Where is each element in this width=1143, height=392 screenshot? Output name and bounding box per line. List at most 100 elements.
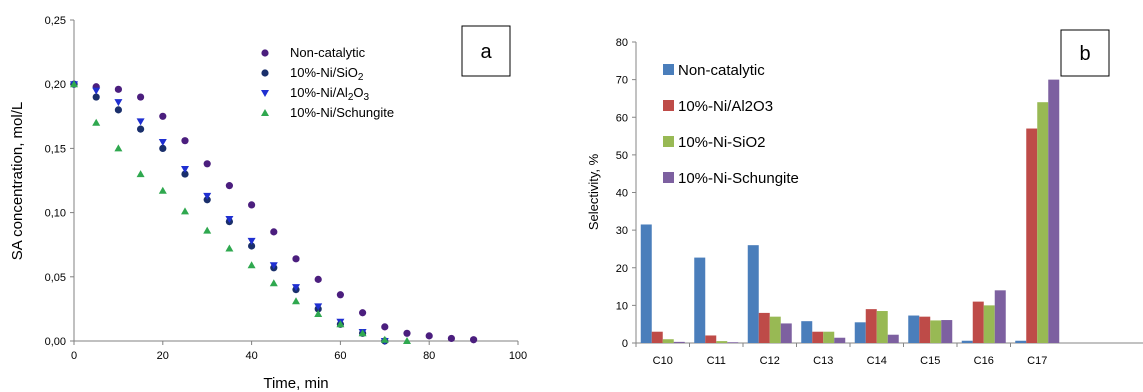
data-point xyxy=(292,284,300,292)
x-category-label: C11 xyxy=(707,355,726,367)
data-point xyxy=(314,275,322,283)
legend-swatch xyxy=(663,136,674,147)
series-1 xyxy=(70,80,389,345)
data-point xyxy=(70,80,78,88)
y-tick-label: 60 xyxy=(616,112,628,124)
x-category-label: C13 xyxy=(813,355,833,367)
y-tick-label: 30 xyxy=(616,225,628,237)
bar xyxy=(694,257,706,343)
y-axis-label-b: Selectivity, % xyxy=(586,153,601,230)
x-axis-label-a: Time, min xyxy=(263,375,328,392)
legend-label: 10%-Ni/Al2O3 xyxy=(290,85,370,103)
bar xyxy=(865,309,877,343)
data-point xyxy=(225,182,233,190)
legend-swatch xyxy=(663,172,674,183)
y-tick-label: 0,20 xyxy=(45,79,66,91)
data-point xyxy=(181,137,189,145)
data-point xyxy=(358,329,367,337)
y-tick-label: 0,15 xyxy=(45,143,66,155)
x-category-label: C12 xyxy=(760,355,780,367)
panel-label-box-b xyxy=(1060,29,1110,77)
data-point xyxy=(203,192,212,200)
x-tick-label: 20 xyxy=(157,350,169,362)
y-tick-label: 80 xyxy=(616,37,628,49)
y-axis-ticks-b: 0 10 20 30 40 50 60 70 80 xyxy=(616,37,636,350)
bar xyxy=(919,316,931,343)
legend-marker xyxy=(261,109,269,116)
y-axis-ticks-a: 0,00 0,05 0,10 0,15 0,20 0,25 xyxy=(45,15,74,348)
data-point xyxy=(247,261,256,269)
legend-label: 10%-Ni/Schungite xyxy=(290,105,394,120)
legend-label: Non-catalytic xyxy=(290,45,366,60)
data-point xyxy=(92,87,101,95)
data-point xyxy=(269,279,278,287)
data-point xyxy=(248,242,256,250)
data-point xyxy=(114,85,122,93)
data-point xyxy=(403,337,411,344)
legend-item: 10%-Ni/SiO2 xyxy=(261,65,364,83)
bar xyxy=(662,339,674,343)
data-point xyxy=(270,228,278,236)
y-tick-label: 50 xyxy=(616,150,628,162)
data-point xyxy=(314,310,323,318)
data-point xyxy=(136,118,145,126)
y-tick-label: 70 xyxy=(616,75,628,87)
scatter-chart-panel: 0 20 40 60 80 100 0,00 0,05 0,10 0,15 0,20 0,25 Ti… xyxy=(9,15,527,392)
data-point xyxy=(137,125,145,133)
data-point xyxy=(92,118,101,126)
bar xyxy=(651,331,663,343)
y-tick-label: 0 xyxy=(622,338,628,350)
data-point xyxy=(136,170,145,178)
data-point xyxy=(114,99,123,107)
data-point xyxy=(248,201,256,209)
legend-label: Non-catalytic xyxy=(678,62,765,79)
legend-label: 10%-Ni-Schungite xyxy=(678,170,799,187)
legend-item: 10%-Ni/Schungite xyxy=(261,105,394,120)
bar xyxy=(1026,128,1038,343)
data-point xyxy=(181,207,189,215)
data-point xyxy=(225,216,234,224)
legend-item: Non-catalytic xyxy=(261,45,366,60)
data-point xyxy=(114,106,122,114)
panel-label-b: b xyxy=(1079,43,1090,65)
data-point xyxy=(381,323,389,331)
data-point xyxy=(158,186,167,194)
legend-swatch xyxy=(663,100,674,111)
data-point xyxy=(314,303,323,311)
bar xyxy=(640,224,652,343)
bar xyxy=(812,331,824,343)
legend-item: 10%-Ni-SiO2 xyxy=(663,134,766,151)
bar xyxy=(854,322,866,343)
data-point xyxy=(292,297,300,305)
bar xyxy=(673,341,685,343)
bar xyxy=(801,321,813,343)
bar xyxy=(908,315,920,343)
bar-series-group xyxy=(640,79,1060,343)
data-point xyxy=(292,255,300,263)
x-category-label: C15 xyxy=(920,355,940,367)
data-point xyxy=(203,160,211,168)
plot-area-a xyxy=(73,20,518,342)
legend-label: 10%-Ni/Al2O3 xyxy=(678,98,773,115)
data-point xyxy=(137,93,145,101)
data-point xyxy=(269,262,278,270)
x-tick-label: 40 xyxy=(245,350,257,362)
data-point xyxy=(380,335,389,343)
data-point xyxy=(225,244,234,252)
bar xyxy=(823,331,835,343)
series-0 xyxy=(70,80,478,344)
x-tick-label: 0 xyxy=(71,350,77,362)
y-tick-label: 40 xyxy=(616,188,628,200)
y-tick-label: 0,05 xyxy=(45,272,66,284)
x-category-label: C16 xyxy=(974,355,994,367)
legend-label: 10%-Ni-SiO2 xyxy=(678,134,766,151)
y-tick-label: 10 xyxy=(616,300,628,312)
legend-marker xyxy=(261,49,269,57)
legend-item: Non-catalytic xyxy=(663,62,765,79)
y-tick-label: 0,00 xyxy=(45,336,66,348)
bar xyxy=(972,301,984,343)
legend-b: Non-catalytic 10%-Ni/Al2O3 10%-Ni-SiO2 10%-… xyxy=(663,62,799,187)
bar xyxy=(994,290,1006,343)
